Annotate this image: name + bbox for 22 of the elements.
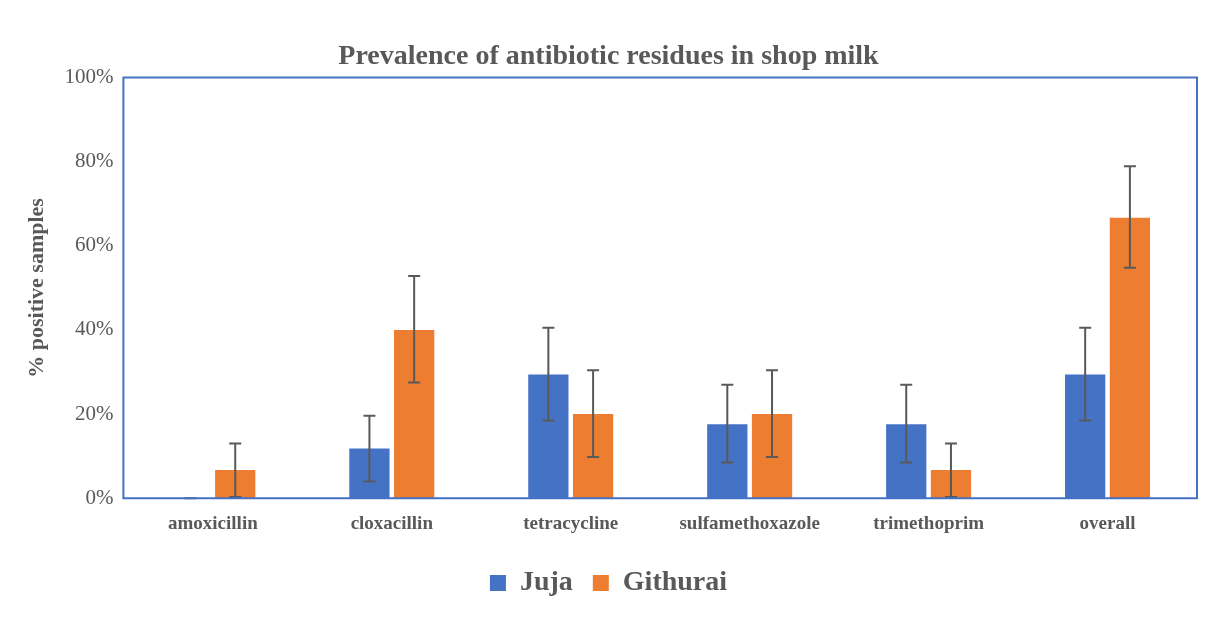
bar [572,414,614,499]
x-tick-label: cloxacillin [350,511,434,533]
bar [751,414,793,499]
y-tick-label: 20% [74,400,114,425]
y-tick-label: 60% [74,232,114,257]
x-tick-label: trimethoprim [873,511,985,533]
legend-label: Juja [519,565,573,597]
bar [930,470,972,499]
y-tick-label: 100% [64,64,114,89]
x-tick-label: sulfamethoxazole [679,511,820,533]
y-tick-label: 0% [85,484,114,509]
y-axis-title: % positive samples [22,197,48,378]
bar [394,329,435,499]
y-tick-label: 40% [74,316,114,341]
bar [1109,217,1151,499]
bar [215,470,256,499]
y-tick-label: 80% [74,148,114,173]
legend-label: Githurai [622,565,728,597]
chart-title: Prevalence of antibiotic residues in shop milk [338,39,880,71]
x-tick-label: tetracycline [523,511,619,533]
x-tick-label: overall [1079,511,1136,533]
x-tick-label: amoxicillin [167,511,259,533]
